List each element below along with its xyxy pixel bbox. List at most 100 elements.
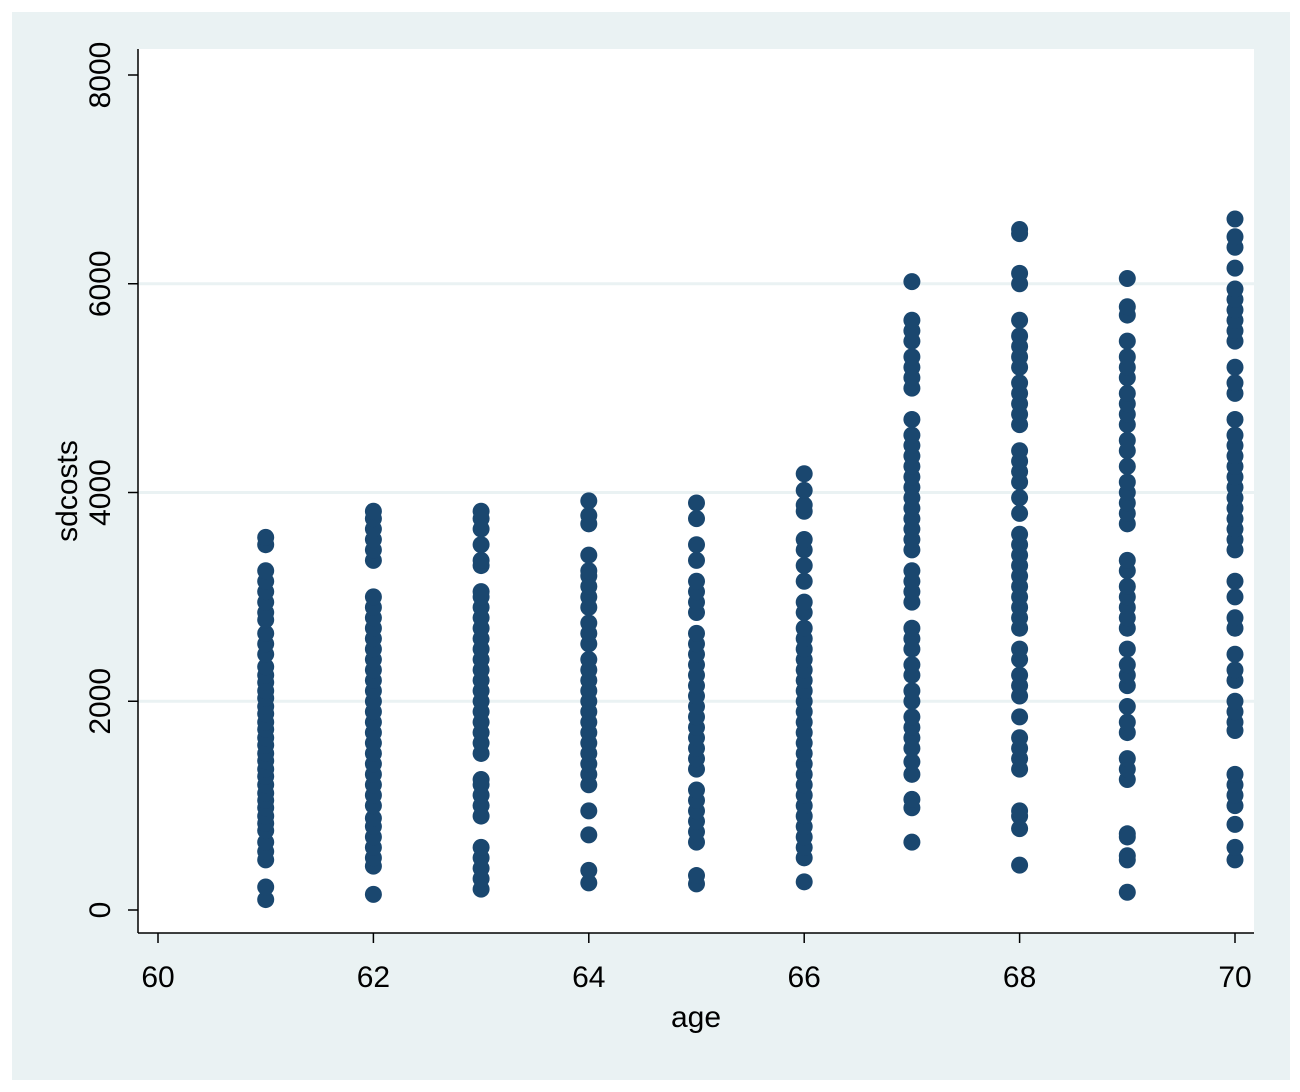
data-point	[688, 551, 705, 569]
data-point	[795, 873, 813, 891]
x-tick-label: 60	[141, 961, 174, 994]
data-point	[364, 588, 382, 606]
data-point	[1011, 264, 1029, 282]
data-point	[903, 708, 921, 726]
data-point	[1118, 270, 1136, 288]
data-point	[580, 651, 598, 668]
data-point	[1011, 729, 1029, 747]
data-point	[1226, 765, 1244, 783]
data-point	[1011, 820, 1029, 838]
data-point	[1226, 426, 1244, 444]
data-point	[580, 874, 598, 892]
data-point	[688, 536, 705, 554]
data-point	[1118, 431, 1136, 449]
data-point	[1118, 656, 1136, 674]
data-point	[364, 809, 382, 827]
data-point	[472, 838, 490, 856]
data-point	[795, 530, 813, 548]
data-point	[1011, 220, 1029, 238]
data-point	[257, 528, 275, 546]
data-point	[580, 861, 598, 879]
data-point	[1226, 588, 1244, 606]
data-point	[1011, 489, 1029, 507]
data-point	[1011, 640, 1029, 658]
data-point	[1118, 551, 1136, 569]
data-point	[1011, 525, 1029, 543]
y-tick-label: 2000	[84, 668, 117, 735]
data-point	[472, 502, 490, 520]
data-point	[257, 624, 275, 642]
data-point	[1226, 851, 1244, 869]
data-point	[1011, 666, 1029, 684]
data-point	[903, 311, 921, 329]
data-point	[1226, 228, 1244, 246]
data-point	[903, 348, 921, 366]
data-point	[1011, 802, 1029, 820]
data-point	[903, 765, 921, 783]
data-point	[1226, 609, 1244, 627]
data-point	[1011, 442, 1029, 460]
data-point	[795, 557, 813, 575]
data-point	[1011, 327, 1029, 345]
data-point	[257, 878, 275, 896]
data-point	[257, 562, 275, 580]
data-point	[688, 867, 705, 885]
data-point	[1226, 374, 1244, 392]
data-point	[1118, 384, 1136, 402]
x-tick-label: 62	[357, 961, 390, 994]
data-point	[1118, 825, 1136, 843]
data-point	[1118, 640, 1136, 658]
data-points	[257, 210, 1244, 909]
data-point	[1011, 374, 1029, 392]
data-point	[795, 496, 813, 514]
data-point	[580, 826, 598, 844]
x-tick-label: 66	[788, 961, 821, 994]
data-point	[903, 619, 921, 637]
data-point	[903, 753, 921, 771]
y-axis-ticks: 0 2000 4000 6000 8000	[84, 42, 138, 918]
data-point	[1011, 504, 1029, 522]
data-point	[580, 506, 598, 524]
data-point	[1118, 473, 1136, 491]
data-point	[795, 481, 813, 499]
data-point	[688, 572, 705, 590]
data-point	[1226, 210, 1244, 228]
axes	[137, 49, 1254, 934]
data-point	[1118, 457, 1136, 475]
data-point	[795, 572, 813, 590]
data-point	[688, 624, 705, 642]
data-point	[1226, 410, 1244, 428]
x-tick-label: 64	[572, 961, 605, 994]
data-point	[257, 891, 275, 909]
data-point	[1011, 311, 1029, 329]
data-point	[1226, 692, 1244, 710]
data-point	[795, 619, 813, 637]
data-point	[1226, 358, 1244, 376]
data-point	[1226, 259, 1244, 277]
data-point	[472, 536, 490, 554]
y-axis-title: sdcosts	[51, 440, 84, 542]
data-point	[1011, 856, 1029, 874]
data-point	[580, 802, 598, 820]
y-tick-label: 4000	[84, 459, 117, 526]
data-point	[472, 583, 490, 601]
data-point	[903, 410, 921, 428]
data-point	[903, 833, 921, 851]
data-point	[1118, 883, 1136, 901]
data-point	[903, 682, 921, 700]
data-point	[1011, 708, 1029, 726]
data-point	[903, 562, 921, 580]
data-point	[1226, 815, 1244, 833]
data-point	[580, 546, 598, 564]
data-point	[364, 502, 382, 520]
data-point	[1118, 750, 1136, 768]
data-point	[1118, 847, 1136, 865]
data-point	[688, 510, 705, 528]
data-point	[1226, 572, 1244, 590]
data-point	[795, 593, 813, 611]
data-point	[1118, 298, 1136, 316]
data-point	[795, 465, 813, 483]
data-point	[903, 273, 921, 291]
data-point	[1118, 348, 1136, 366]
data-point	[1226, 838, 1244, 856]
